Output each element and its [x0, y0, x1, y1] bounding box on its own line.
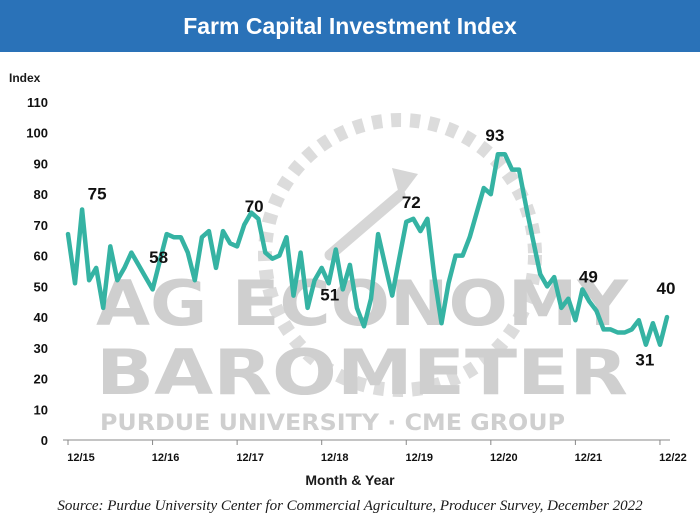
data-label: 93 — [485, 126, 504, 145]
x-tick-label: 12/17 — [236, 452, 264, 464]
series-line — [65, 151, 670, 347]
data-label: 31 — [635, 351, 654, 370]
data-label: 40 — [657, 279, 676, 298]
chart-title: Farm Capital Investment Index — [183, 13, 517, 39]
y-axis-label: Index — [9, 71, 41, 85]
y-tick-label: 90 — [34, 156, 48, 171]
x-tick-label: 12/21 — [575, 452, 603, 464]
x-axis: 12/15 12/16 12/17 12/18 12/19 12/20 12/21 12/22 — [63, 439, 687, 464]
title-bar — [0, 0, 700, 52]
y-axis: 0 10 20 30 40 50 60 70 80 90 100 110 — [26, 95, 48, 448]
x-axis-label: Month & Year — [305, 472, 395, 488]
gauge-arrow-head — [392, 168, 418, 198]
source-note: Source: Purdue University Center for Com… — [57, 498, 643, 514]
x-tick-label: 12/18 — [321, 452, 349, 464]
y-tick-label: 30 — [34, 341, 48, 356]
watermark-line3: PURDUE UNIVERSITY · CME GROUP — [100, 411, 565, 436]
data-label: 75 — [88, 185, 107, 204]
y-tick-label: 10 — [34, 402, 48, 417]
data-label: 70 — [245, 197, 264, 216]
x-tick-label: 12/22 — [659, 452, 687, 464]
watermark-line2: BAROMETER — [96, 336, 628, 409]
y-tick-label: 20 — [34, 372, 48, 387]
series-group — [65, 151, 670, 347]
data-labels: 75 58 70 51 72 93 49 31 40 — [88, 126, 676, 370]
y-tick-label: 60 — [34, 249, 48, 264]
y-tick-label: 70 — [34, 218, 48, 233]
y-tick-label: 110 — [27, 95, 48, 110]
data-label: 72 — [402, 193, 421, 212]
x-tick-label: 12/16 — [152, 452, 180, 464]
watermark: AG ECONOMY BAROMETER PURDUE UNIVERSITY ·… — [96, 113, 629, 436]
y-tick-label: 0 — [41, 433, 48, 448]
x-tick-label: 12/15 — [67, 452, 95, 464]
y-tick-label: 80 — [34, 187, 48, 202]
y-tick-label: 50 — [34, 279, 48, 294]
gauge-arrow — [324, 189, 406, 261]
data-label: 58 — [149, 248, 168, 267]
y-tick-label: 40 — [34, 310, 48, 325]
data-label: 51 — [320, 285, 339, 304]
watermark-line1: AG ECONOMY — [96, 267, 629, 340]
x-tick-label: 12/20 — [490, 452, 518, 464]
x-tick-label: 12/19 — [405, 452, 433, 464]
y-tick-label: 100 — [26, 126, 48, 141]
data-label: 49 — [579, 267, 598, 286]
